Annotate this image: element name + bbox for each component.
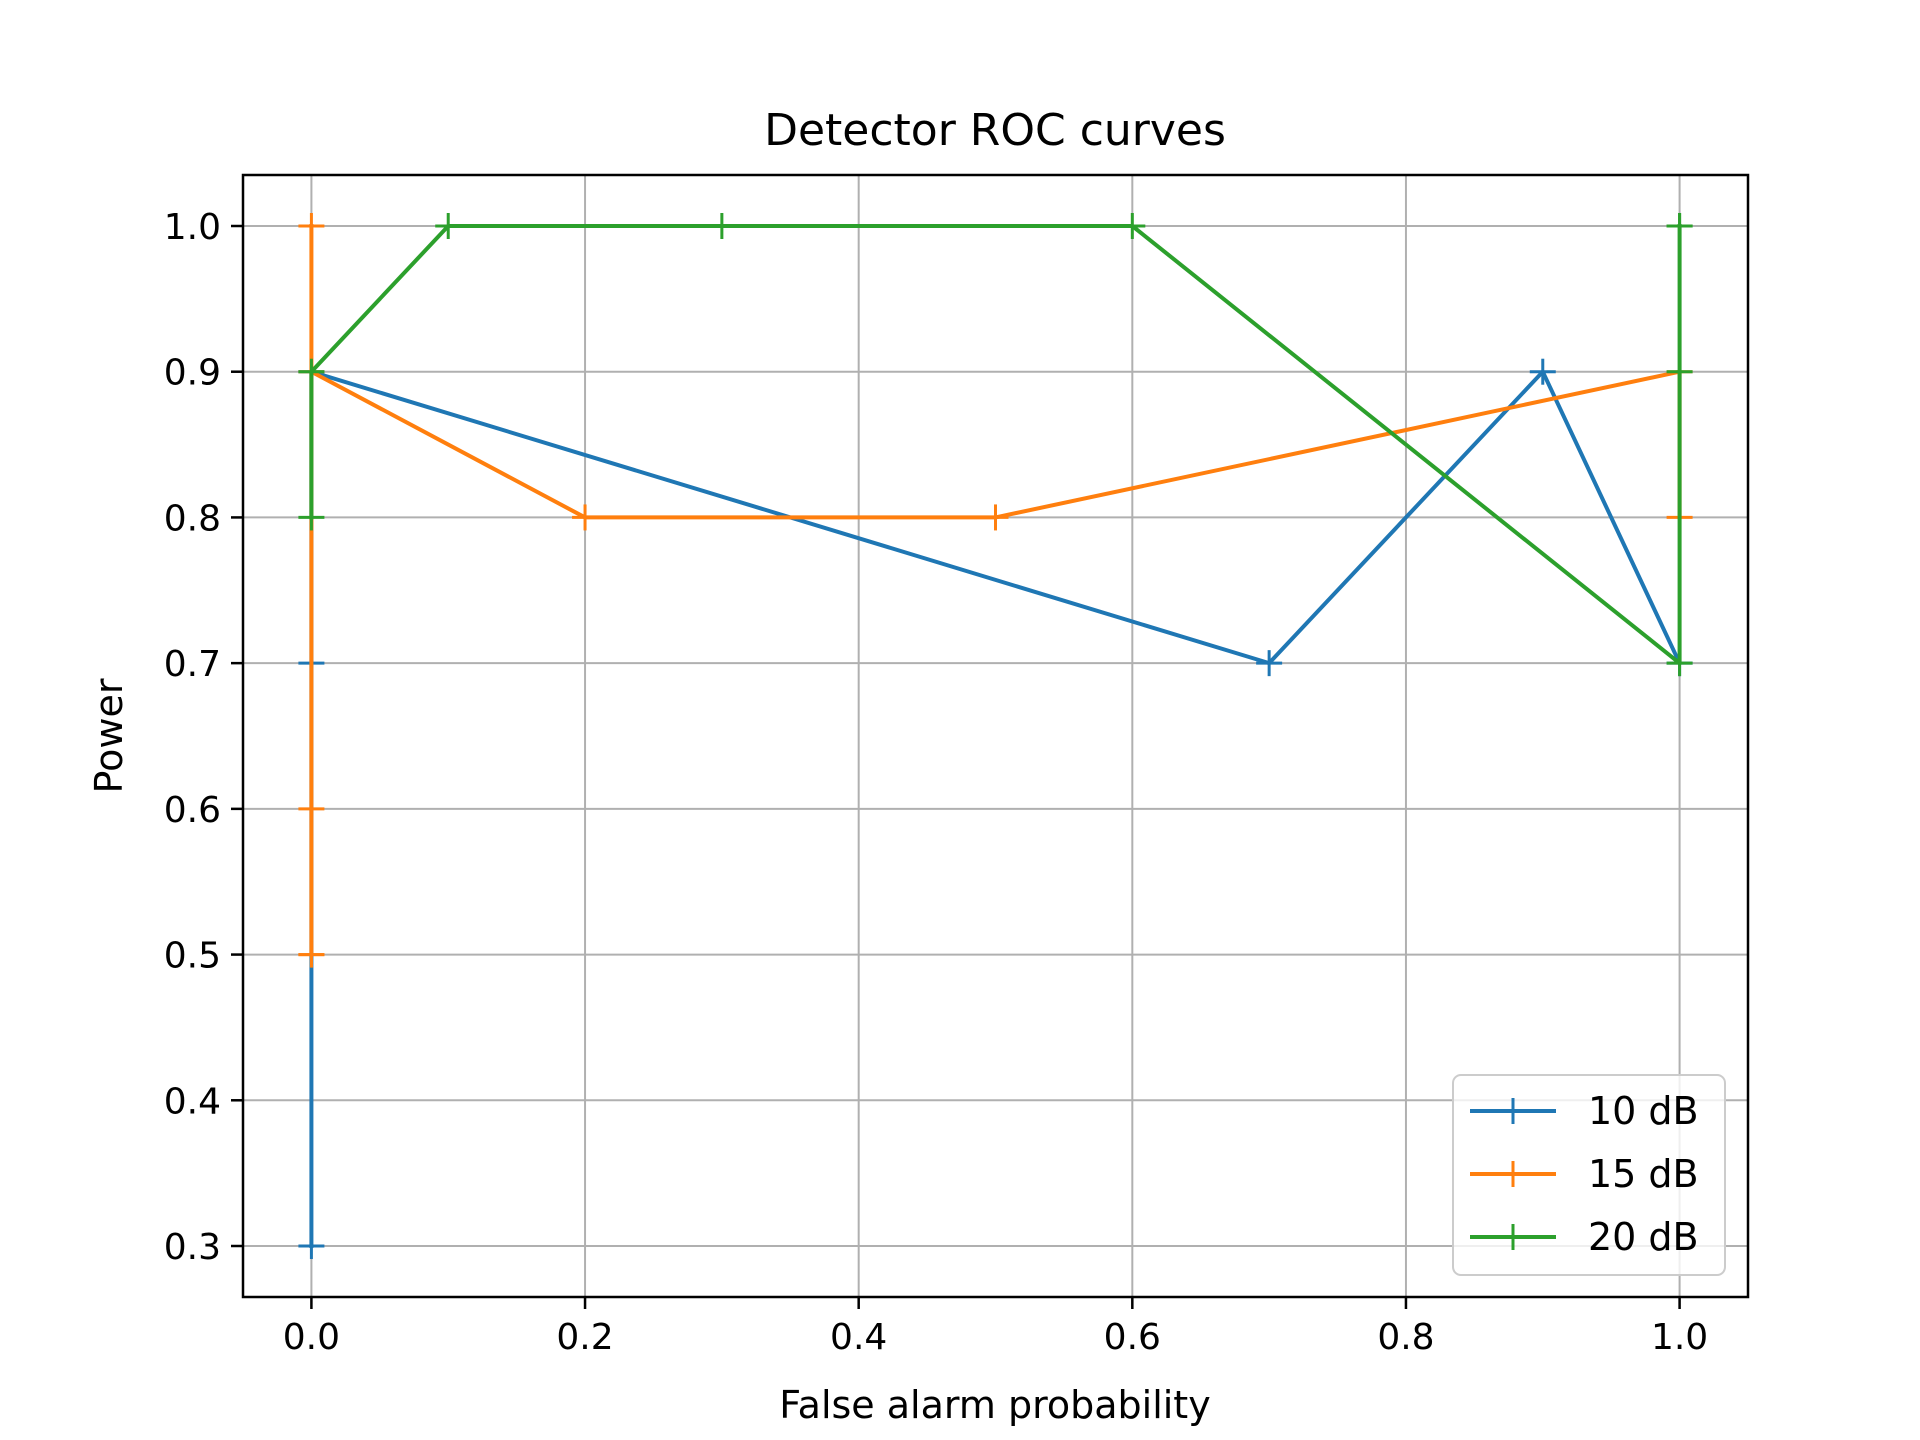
y-tick-label: 0.5 [164, 936, 221, 977]
chart-title: Detector ROC curves [764, 105, 1226, 156]
series-layer [298, 213, 1693, 1259]
data-point [1119, 213, 1146, 239]
legend-entry: 10 dB [1470, 1089, 1699, 1133]
data-point [1529, 358, 1556, 385]
legend-marker [1500, 1161, 1526, 1187]
data-point [435, 213, 462, 239]
y-tick-label: 0.4 [164, 1081, 221, 1122]
data-point [708, 213, 735, 239]
y-axis-label: Power [87, 678, 131, 793]
y-tick-label: 0.6 [164, 790, 221, 831]
plot-frame [241, 173, 1750, 1299]
data-point [298, 795, 325, 822]
data-point [1666, 650, 1693, 677]
legend-entry: 20 dB [1470, 1215, 1699, 1259]
data-point [298, 941, 325, 968]
x-tick-label: 0.6 [1104, 1317, 1161, 1358]
legend-entry: 15 dB [1470, 1152, 1699, 1196]
data-point [1666, 358, 1693, 385]
data-point [298, 213, 325, 239]
x-tick-label: 0.0 [283, 1317, 340, 1358]
series-20-db [298, 213, 1693, 677]
x-tick-label: 0.2 [556, 1317, 613, 1358]
data-point [298, 504, 325, 531]
data-point [982, 504, 1009, 531]
data-point [298, 1233, 325, 1259]
legend-label: 20 dB [1588, 1215, 1699, 1259]
x-tick-label: 0.4 [830, 1317, 887, 1358]
y-tick-label: 1.0 [164, 207, 221, 248]
x-axis-label: False alarm probability [779, 1383, 1210, 1427]
legend-marker [1500, 1098, 1526, 1124]
data-point [298, 358, 325, 385]
y-tick-label: 0.9 [164, 353, 221, 394]
legend: 10 dB 15 dB 20 dB [1452, 1074, 1726, 1276]
legend-items: 10 dB 15 dB 20 dB [1470, 1089, 1699, 1259]
legend-label: 15 dB [1588, 1152, 1699, 1196]
legend-label: 10 dB [1588, 1089, 1699, 1133]
legend-marker [1500, 1224, 1526, 1250]
y-tick-label: 0.3 [164, 1227, 221, 1268]
axis-ticks: 0.0 0.2 0.4 0.6 0.8 1.0 0.3 0.4 0.5 0.6 0.7 0.8 0.9 1… [164, 207, 1708, 1358]
y-tick-label: 0.7 [164, 644, 221, 685]
y-tick-label: 0.8 [164, 498, 221, 539]
data-point [1666, 213, 1693, 239]
data-point [1256, 650, 1283, 677]
legend-box [1452, 1074, 1726, 1276]
x-tick-label: 1.0 [1651, 1317, 1708, 1358]
data-point [572, 504, 599, 531]
x-tick-label: 0.8 [1377, 1317, 1434, 1358]
